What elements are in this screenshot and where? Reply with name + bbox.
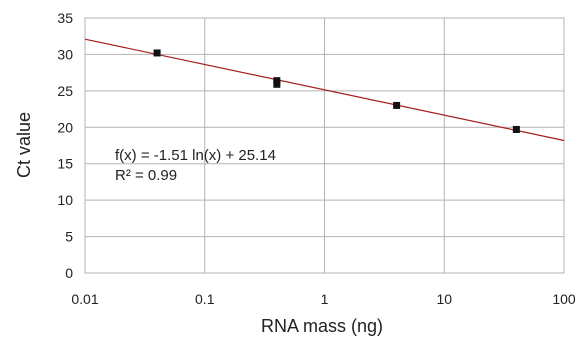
x-tick-label: 0.01 bbox=[71, 291, 98, 307]
y-tick-label: 25 bbox=[57, 83, 73, 99]
x-tick-label: 1 bbox=[321, 291, 329, 307]
y-tick-labels: 0 5 10 15 20 25 30 35 bbox=[57, 10, 73, 281]
y-tick-label: 15 bbox=[57, 156, 73, 172]
x-tick-label: 100 bbox=[552, 291, 576, 307]
data-points bbox=[153, 49, 520, 133]
data-point bbox=[273, 80, 281, 88]
y-tick-label: 0 bbox=[65, 265, 73, 281]
trendline-equation: f(x) = -1.51 ln(x) + 25.14 bbox=[115, 147, 276, 164]
x-tick-label: 0.1 bbox=[195, 291, 215, 307]
x-tick-label: 10 bbox=[436, 291, 452, 307]
y-tick-label: 10 bbox=[57, 192, 73, 208]
data-point bbox=[273, 77, 281, 85]
plot-area-frame bbox=[84, 17, 565, 274]
x-tick-labels: 0.01 0.1 1 10 100 bbox=[71, 291, 576, 307]
y-tick-label: 20 bbox=[57, 119, 73, 135]
data-point bbox=[393, 101, 401, 109]
y-tick-label: 35 bbox=[57, 10, 73, 26]
data-point bbox=[512, 125, 520, 133]
y-tick-label: 5 bbox=[65, 229, 73, 245]
x-axis-title: RNA mass (ng) bbox=[261, 316, 383, 336]
y-tick-label: 30 bbox=[57, 46, 73, 62]
trendline-layer bbox=[84, 38, 565, 142]
trendline bbox=[84, 38, 565, 142]
r-squared-label: R² = 0.99 bbox=[115, 167, 177, 184]
y-axis-title: Ct value bbox=[14, 112, 34, 178]
data-point bbox=[153, 49, 161, 57]
